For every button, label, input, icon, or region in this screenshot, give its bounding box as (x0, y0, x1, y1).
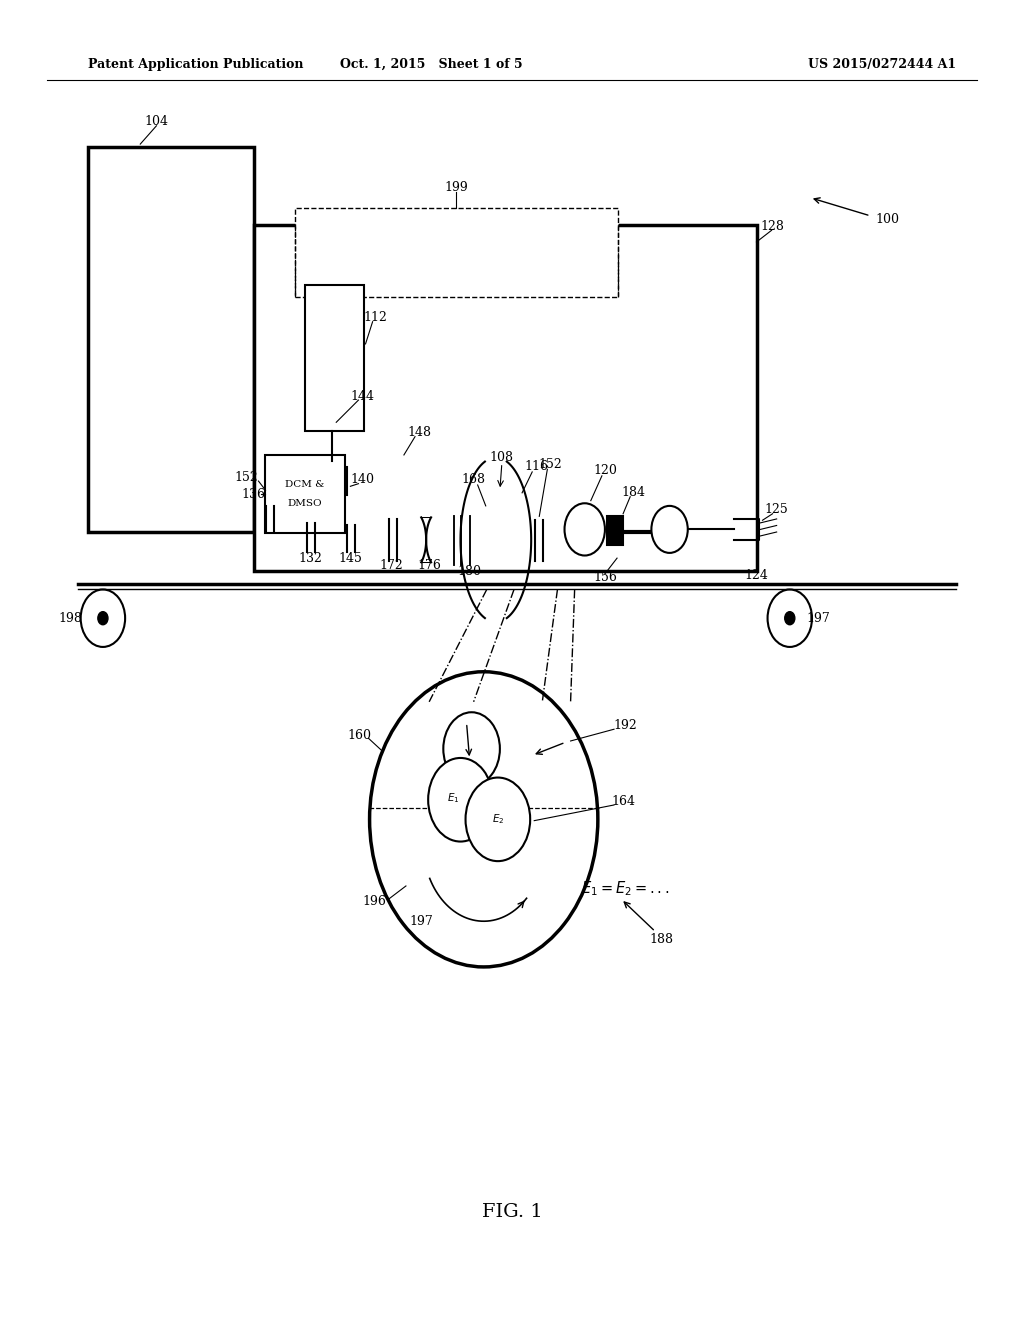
Text: 199: 199 (444, 181, 468, 194)
Circle shape (564, 503, 605, 556)
Text: 152: 152 (539, 458, 562, 471)
Circle shape (651, 506, 688, 553)
Text: 144: 144 (350, 389, 375, 403)
Text: 116: 116 (524, 461, 548, 473)
Bar (607, 516, 624, 545)
Text: 156: 156 (593, 572, 616, 585)
Bar (264, 455, 345, 533)
Text: 180: 180 (458, 565, 481, 578)
Text: 108: 108 (489, 451, 514, 465)
Circle shape (428, 758, 493, 842)
Bar (317, 467, 347, 495)
Text: 197: 197 (410, 915, 433, 928)
Text: 132: 132 (298, 552, 322, 565)
Circle shape (443, 713, 500, 785)
Text: Patent Application Publication: Patent Application Publication (88, 58, 303, 71)
Text: 136: 136 (242, 487, 265, 500)
Circle shape (768, 590, 812, 647)
Text: 120: 120 (593, 465, 616, 477)
Text: DMSO: DMSO (288, 499, 323, 508)
Text: 197: 197 (806, 611, 829, 624)
Text: 198: 198 (58, 611, 83, 624)
Text: Oct. 1, 2015   Sheet 1 of 5: Oct. 1, 2015 Sheet 1 of 5 (340, 58, 522, 71)
Text: 152: 152 (234, 471, 258, 483)
Text: US 2015/0272444 A1: US 2015/0272444 A1 (808, 58, 956, 71)
Circle shape (98, 611, 108, 624)
Text: 188: 188 (649, 933, 674, 946)
Circle shape (784, 611, 795, 624)
Bar (305, 285, 364, 432)
Bar (295, 209, 618, 297)
Text: 112: 112 (364, 312, 387, 325)
Text: $E_1$: $E_1$ (447, 792, 460, 805)
Text: 176: 176 (417, 560, 441, 573)
Circle shape (81, 590, 125, 647)
Text: 128: 128 (761, 220, 784, 232)
Bar (88, 147, 254, 532)
Text: 164: 164 (611, 795, 635, 808)
Text: $E_2$: $E_2$ (492, 812, 504, 826)
Text: 148: 148 (408, 426, 431, 440)
Text: 140: 140 (350, 474, 375, 486)
Bar (254, 226, 758, 572)
Text: 184: 184 (622, 486, 645, 499)
Text: 172: 172 (380, 560, 403, 573)
Text: $E_1 = E_2 = ...$: $E_1 = E_2 = ...$ (581, 879, 669, 898)
Text: 124: 124 (744, 569, 768, 582)
Text: 192: 192 (613, 719, 637, 731)
Text: 168: 168 (462, 474, 485, 486)
Text: 104: 104 (144, 115, 168, 128)
Text: 100: 100 (876, 214, 900, 226)
Text: 125: 125 (765, 503, 788, 516)
Text: 160: 160 (347, 729, 372, 742)
Text: DCM &: DCM & (286, 480, 325, 490)
Circle shape (466, 777, 530, 861)
Text: 196: 196 (362, 895, 387, 908)
Text: 145: 145 (339, 552, 362, 565)
Text: FIG. 1: FIG. 1 (481, 1204, 543, 1221)
Circle shape (370, 672, 598, 968)
